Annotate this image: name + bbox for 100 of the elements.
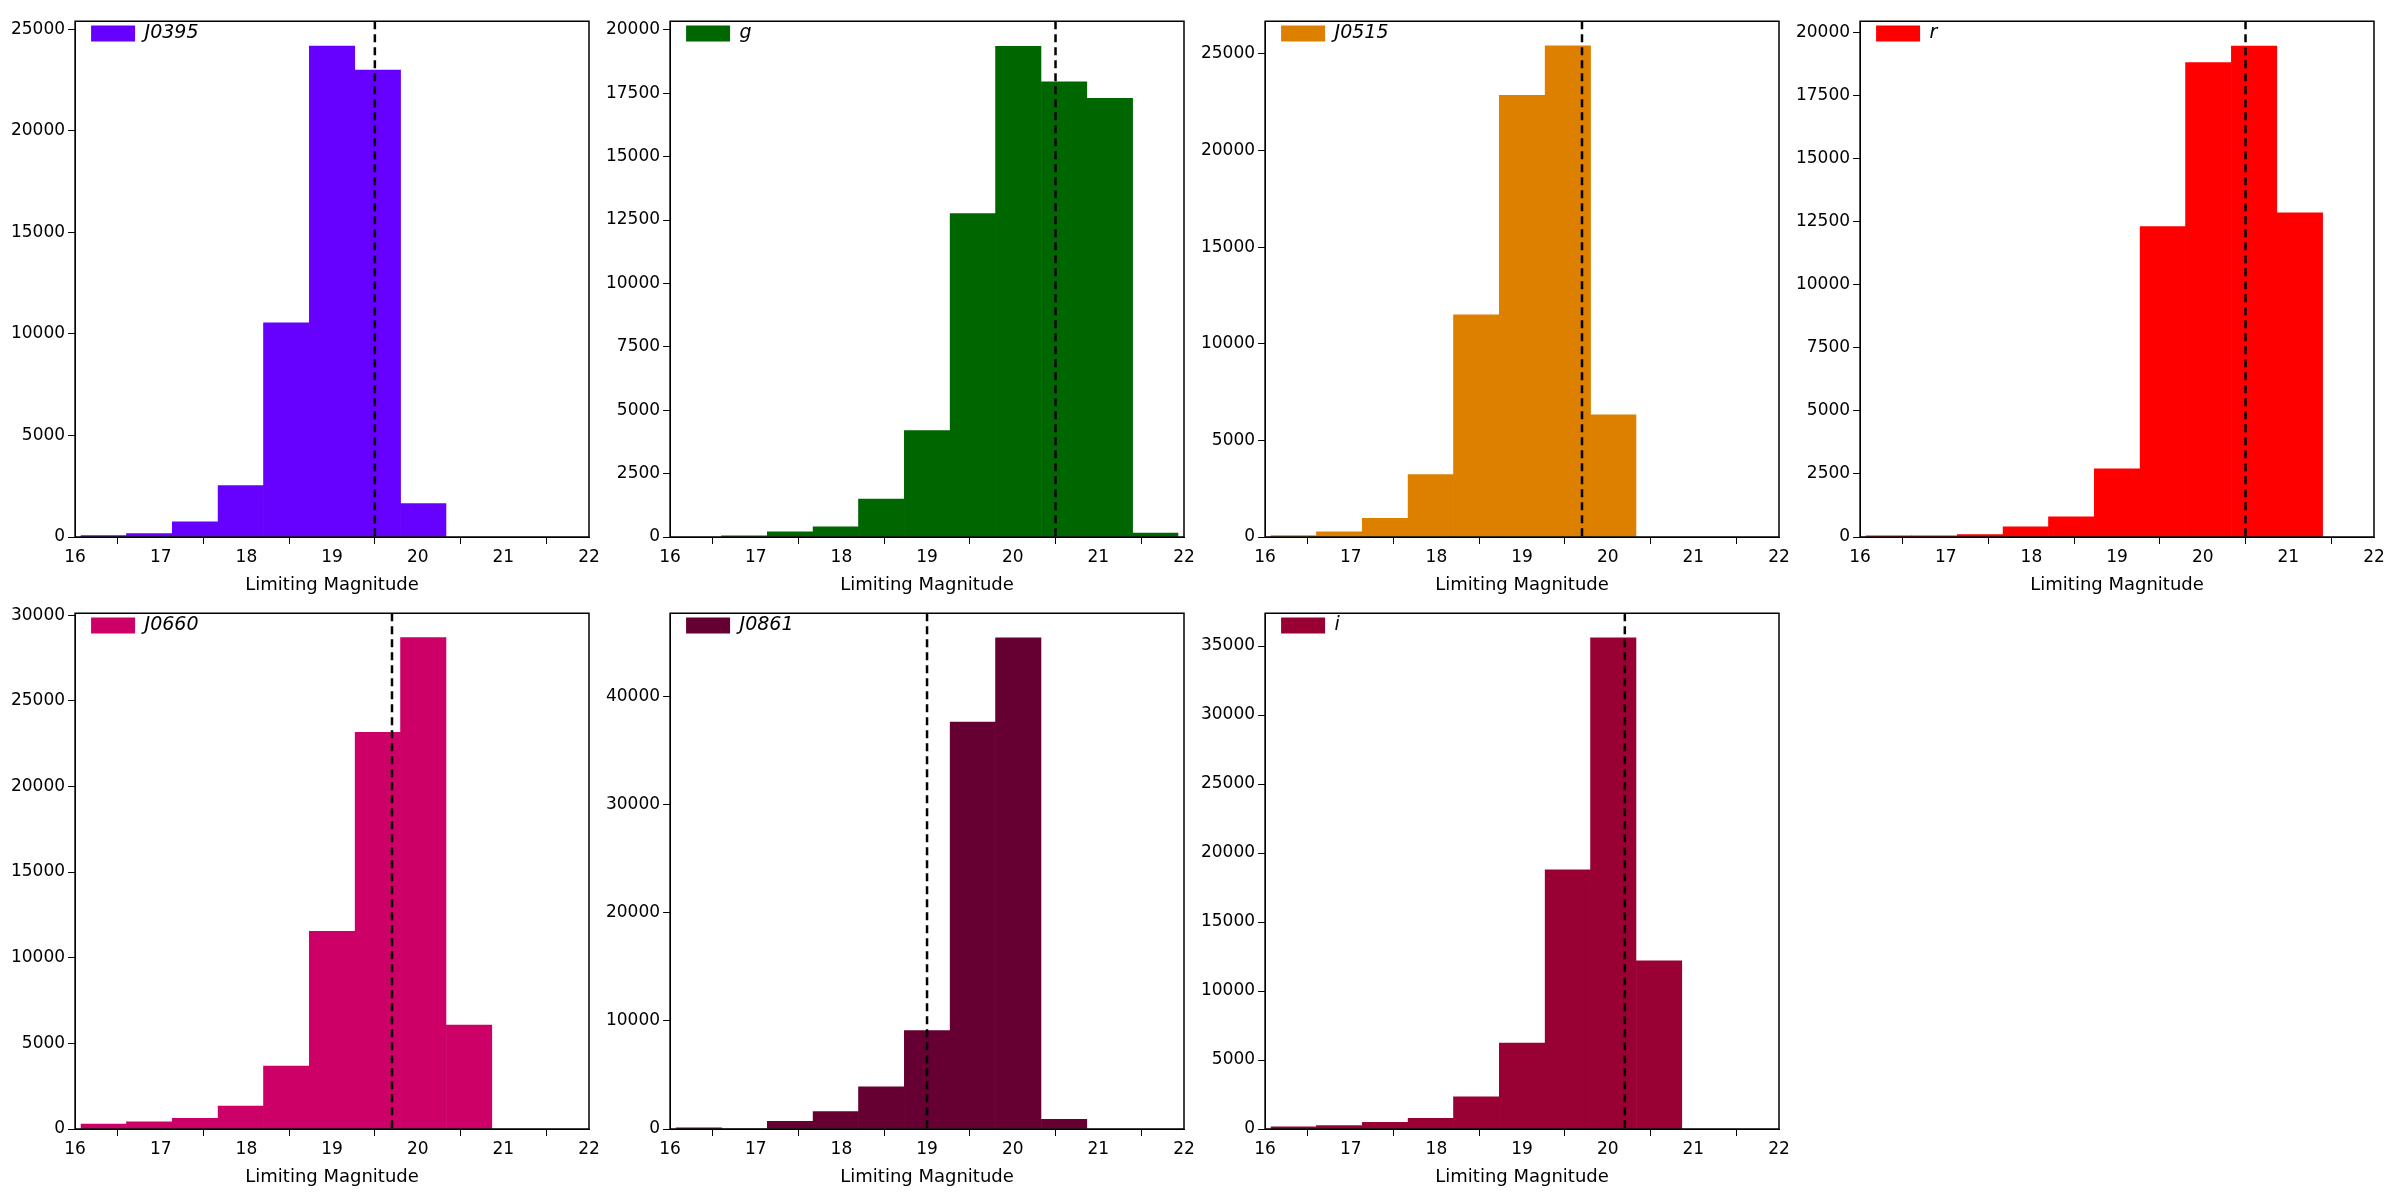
y-tick-label: 5000 (616, 398, 661, 419)
x-tick-label: 18 (235, 545, 258, 566)
y-tick-label: 15000 (1200, 235, 1256, 256)
y-tick-label: 30000 (10, 603, 66, 624)
y-tick-label: 40000 (605, 684, 661, 705)
x-tick-label: 20 (1001, 545, 1024, 566)
y-tick-label: 0 (1839, 525, 1851, 546)
x-tick-label: 18 (2020, 545, 2043, 566)
y-tick-label: 0 (649, 525, 661, 546)
x-tick-label: 18 (830, 545, 853, 566)
x-tick-label: 19 (1511, 545, 1533, 566)
x-tick-label: 16 (1254, 545, 1276, 566)
y-tick-label: 20000 (1795, 20, 1851, 41)
y-tick-label: 15000 (1795, 146, 1851, 167)
x-tick-label: 22 (2363, 545, 2385, 566)
x-tick-label: 19 (916, 545, 938, 566)
x-tick-label: 21 (2277, 545, 2300, 566)
x-tick-label: 18 (830, 1137, 853, 1158)
y-tick-label: 25000 (10, 17, 66, 38)
x-axis-title: Limiting Magnitude (840, 572, 1014, 594)
y-tick-label: 0 (1244, 1117, 1256, 1138)
x-axis-title: Limiting Magnitude (245, 572, 419, 594)
y-tick-label: 17500 (605, 81, 661, 102)
x-tick-label: 20 (1596, 545, 1619, 566)
y-tick-label: 0 (1244, 525, 1256, 546)
y-tick-label: 12500 (1795, 209, 1851, 230)
y-tick-label: 0 (649, 1117, 661, 1138)
y-tick-label: 2500 (616, 462, 661, 483)
x-tick-label: 20 (1596, 1137, 1619, 1158)
x-tick-label: 22 (1768, 1137, 1790, 1158)
x-tick-label: 22 (1768, 545, 1790, 566)
y-tick-label: 20000 (605, 901, 661, 922)
x-tick-label: 17 (1339, 545, 1362, 566)
x-tick-label: 21 (492, 1137, 515, 1158)
x-tick-label: 20 (1001, 1137, 1024, 1158)
x-tick-label: 19 (2106, 545, 2128, 566)
x-tick-label: 18 (235, 1137, 258, 1158)
legend-label: g (739, 20, 752, 43)
y-tick-label: 5000 (1806, 399, 1851, 420)
x-tick-label: 19 (916, 1137, 938, 1158)
x-tick-label: 17 (1339, 1137, 1362, 1158)
y-tick-label: 2500 (1806, 462, 1851, 483)
y-tick-label: 20000 (1200, 841, 1256, 862)
legend-label: r (1929, 20, 1939, 43)
y-tick-label: 5000 (1211, 428, 1256, 449)
y-tick-label: 10000 (1200, 332, 1256, 353)
x-tick-label: 16 (64, 1137, 86, 1158)
y-tick-label: 15000 (605, 145, 661, 166)
y-tick-label: 10000 (10, 946, 66, 967)
y-tick-label: 10000 (10, 322, 66, 343)
y-tick-label: 12500 (605, 208, 661, 229)
y-tick-label: 15000 (1200, 910, 1256, 931)
y-tick-label: 20000 (10, 774, 66, 795)
x-tick-label: 21 (1682, 545, 1705, 566)
x-axis-title: Limiting Magnitude (245, 1164, 419, 1186)
x-tick-label: 21 (1087, 1137, 1110, 1158)
y-tick-label: 5000 (21, 1031, 66, 1052)
legend-label: J0395 (140, 20, 199, 43)
x-axis-title: Limiting Magnitude (840, 1164, 1014, 1186)
x-axis-title: Limiting Magnitude (1435, 572, 1609, 594)
y-tick-label: 5000 (21, 423, 66, 444)
x-tick-label: 17 (744, 545, 767, 566)
x-tick-label: 22 (1173, 545, 1195, 566)
y-tick-label: 10000 (605, 271, 661, 292)
x-tick-label: 22 (1173, 1137, 1195, 1158)
y-tick-label: 35000 (1200, 634, 1256, 655)
y-tick-label: 15000 (10, 860, 66, 881)
x-tick-label: 20 (406, 545, 429, 566)
y-tick-label: 15000 (10, 220, 66, 241)
y-tick-label: 30000 (1200, 703, 1256, 724)
legend-label: J0861 (735, 612, 794, 635)
x-tick-label: 21 (492, 545, 515, 566)
y-tick-label: 0 (54, 1117, 66, 1138)
y-tick-label: 25000 (1200, 772, 1256, 793)
x-tick-label: 18 (1425, 545, 1448, 566)
x-axis-title: Limiting Magnitude (2030, 572, 2204, 594)
x-tick-label: 20 (406, 1137, 429, 1158)
y-tick-label: 7500 (616, 335, 661, 356)
x-tick-label: 16 (1849, 545, 1871, 566)
x-tick-label: 21 (1682, 1137, 1705, 1158)
y-tick-label: 25000 (10, 689, 66, 710)
x-tick-label: 22 (578, 545, 600, 566)
x-tick-label: 17 (1934, 545, 1957, 566)
y-tick-label: 10000 (605, 1009, 661, 1030)
x-tick-label: 19 (1511, 1137, 1533, 1158)
x-tick-label: 19 (321, 545, 343, 566)
y-tick-label: 0 (54, 525, 66, 546)
x-tick-label: 16 (64, 545, 86, 566)
x-tick-label: 18 (1425, 1137, 1448, 1158)
y-tick-label: 5000 (1211, 1048, 1256, 1069)
legend-label: J0515 (1330, 20, 1389, 43)
x-tick-label: 16 (659, 1137, 681, 1158)
x-tick-label: 17 (744, 1137, 767, 1158)
y-tick-label: 20000 (10, 119, 66, 140)
x-axis-title: Limiting Magnitude (1435, 1164, 1609, 1186)
x-tick-label: 17 (149, 545, 172, 566)
y-tick-label: 25000 (1200, 42, 1256, 63)
y-tick-label: 7500 (1806, 336, 1851, 357)
legend-label: i (1334, 612, 1341, 635)
y-tick-label: 10000 (1200, 979, 1256, 1000)
